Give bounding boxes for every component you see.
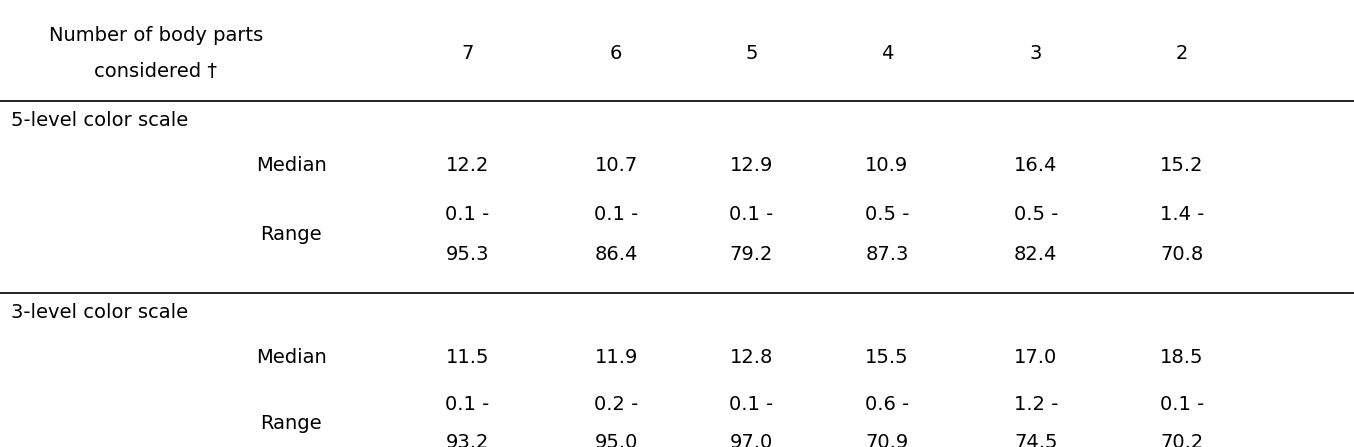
Text: 79.2: 79.2 [730, 245, 773, 264]
Text: 97.0: 97.0 [730, 433, 773, 447]
Text: 87.3: 87.3 [865, 245, 909, 264]
Text: 3: 3 [1029, 44, 1043, 63]
Text: 0.1 -: 0.1 - [730, 395, 773, 414]
Text: 10.7: 10.7 [594, 156, 638, 175]
Text: 4: 4 [880, 44, 894, 63]
Text: 1.2 -: 1.2 - [1014, 395, 1057, 414]
Text: 0.6 -: 0.6 - [865, 395, 909, 414]
Text: 86.4: 86.4 [594, 245, 638, 264]
Text: 12.8: 12.8 [730, 348, 773, 367]
Text: 70.8: 70.8 [1160, 245, 1204, 264]
Text: 0.5 -: 0.5 - [865, 205, 909, 224]
Text: 11.5: 11.5 [445, 348, 489, 367]
Text: 93.2: 93.2 [445, 433, 489, 447]
Text: 5-level color scale: 5-level color scale [11, 111, 188, 130]
Text: 12.2: 12.2 [445, 156, 489, 175]
Text: 0.1 -: 0.1 - [445, 205, 489, 224]
Text: 15.5: 15.5 [865, 348, 909, 367]
Text: Median: Median [256, 156, 326, 175]
Text: 0.5 -: 0.5 - [1014, 205, 1057, 224]
Text: Number of body parts: Number of body parts [49, 26, 263, 45]
Text: Median: Median [256, 348, 326, 367]
Text: 15.2: 15.2 [1160, 156, 1204, 175]
Text: 0.1 -: 0.1 - [594, 205, 638, 224]
Text: 18.5: 18.5 [1160, 348, 1204, 367]
Text: 82.4: 82.4 [1014, 245, 1057, 264]
Text: 74.5: 74.5 [1014, 433, 1057, 447]
Text: 0.1 -: 0.1 - [730, 205, 773, 224]
Text: 0.2 -: 0.2 - [594, 395, 638, 414]
Text: 95.3: 95.3 [445, 245, 489, 264]
Text: 70.2: 70.2 [1160, 433, 1204, 447]
Text: 17.0: 17.0 [1014, 348, 1057, 367]
Text: 10.9: 10.9 [865, 156, 909, 175]
Text: Range: Range [260, 414, 322, 433]
Text: 0.1 -: 0.1 - [445, 395, 489, 414]
Text: 11.9: 11.9 [594, 348, 638, 367]
Text: considered †: considered † [95, 62, 217, 81]
Text: 16.4: 16.4 [1014, 156, 1057, 175]
Text: 2: 2 [1175, 44, 1189, 63]
Text: 5: 5 [745, 44, 758, 63]
Text: 7: 7 [460, 44, 474, 63]
Text: 12.9: 12.9 [730, 156, 773, 175]
Text: 95.0: 95.0 [594, 433, 638, 447]
Text: 6: 6 [609, 44, 623, 63]
Text: 70.9: 70.9 [865, 433, 909, 447]
Text: 0.1 -: 0.1 - [1160, 395, 1204, 414]
Text: 1.4 -: 1.4 - [1160, 205, 1204, 224]
Text: 3-level color scale: 3-level color scale [11, 304, 188, 322]
Text: Range: Range [260, 225, 322, 244]
